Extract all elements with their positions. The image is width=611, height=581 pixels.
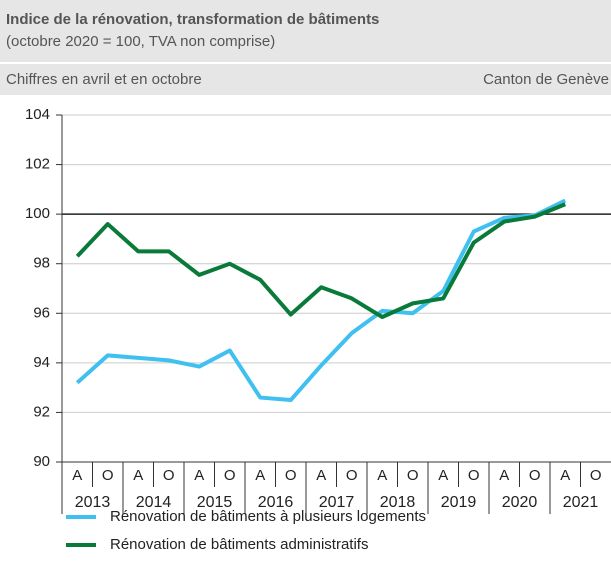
y-tick-label: 102 xyxy=(25,156,50,173)
note-right: Canton de Genève xyxy=(483,71,609,88)
y-tick-label: 94 xyxy=(33,354,50,371)
year-label: 2020 xyxy=(502,494,538,511)
x-tick-label: O xyxy=(407,467,419,484)
x-tick-label: A xyxy=(133,467,143,484)
x-tick-label: A xyxy=(316,467,326,484)
y-tick-label: 100 xyxy=(25,205,50,222)
subtitle: (octobre 2020 = 100, TVA non comprise) xyxy=(6,33,275,50)
header-bg xyxy=(0,0,611,95)
note-left: Chiffres en avril et en octobre xyxy=(6,71,202,88)
x-tick-label: O xyxy=(529,467,541,484)
title: Indice de la rénovation, transformation … xyxy=(6,11,379,28)
y-tick-label: 98 xyxy=(33,255,50,272)
legend-label: Rénovation de bâtiments administratifs xyxy=(110,536,368,553)
x-tick-label: O xyxy=(468,467,480,484)
x-tick-label: A xyxy=(72,467,82,484)
x-tick-label: A xyxy=(560,467,570,484)
series-line xyxy=(75,202,567,320)
x-tick-label: A xyxy=(499,467,509,484)
x-tick-label: O xyxy=(102,467,114,484)
y-tick-label: 90 xyxy=(33,453,50,470)
x-tick-label: A xyxy=(255,467,265,484)
x-tick-label: O xyxy=(163,467,175,484)
x-tick-label: O xyxy=(285,467,297,484)
y-tick-label: 96 xyxy=(33,304,50,321)
year-label: 2014 xyxy=(136,494,172,511)
x-tick-label: O xyxy=(224,467,236,484)
year-label: 2017 xyxy=(319,494,355,511)
year-label: 2019 xyxy=(441,494,477,511)
x-tick-label: A xyxy=(377,467,387,484)
year-label: 2015 xyxy=(197,494,233,511)
legend-label: Rénovation de bâtiments à plusieurs loge… xyxy=(110,508,426,525)
x-tick-label: A xyxy=(438,467,448,484)
year-label: 2013 xyxy=(75,494,111,511)
year-label: 2021 xyxy=(563,494,599,511)
x-tick-label: A xyxy=(194,467,204,484)
y-tick-label: 92 xyxy=(33,403,50,420)
year-label: 2018 xyxy=(380,494,416,511)
series-line xyxy=(75,198,567,403)
y-tick-label: 104 xyxy=(25,106,50,123)
x-tick-label: O xyxy=(346,467,358,484)
x-tick-label: O xyxy=(590,467,602,484)
year-label: 2016 xyxy=(258,494,294,511)
